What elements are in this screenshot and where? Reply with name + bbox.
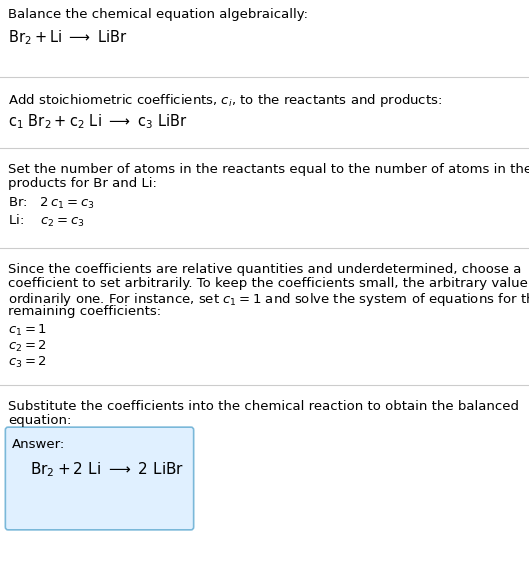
Text: Set the number of atoms in the reactants equal to the number of atoms in the: Set the number of atoms in the reactants… (8, 163, 529, 176)
Text: $\mathrm{c_1\ Br_2 + c_2\ Li \ {\longrightarrow} \ c_3\ LiBr}$: $\mathrm{c_1\ Br_2 + c_2\ Li \ {\longrig… (8, 112, 188, 131)
Text: Br:   $2\,c_1 = c_3$: Br: $2\,c_1 = c_3$ (8, 196, 95, 211)
Text: remaining coefficients:: remaining coefficients: (8, 305, 161, 318)
FancyBboxPatch shape (5, 427, 194, 530)
Text: $c_2 = 2$: $c_2 = 2$ (8, 339, 47, 354)
Text: $\mathrm{Br_2 + Li \ {\longrightarrow} \ LiBr}$: $\mathrm{Br_2 + Li \ {\longrightarrow} \… (8, 28, 128, 46)
Text: Since the coefficients are relative quantities and underdetermined, choose a: Since the coefficients are relative quan… (8, 263, 522, 276)
Text: Balance the chemical equation algebraically:: Balance the chemical equation algebraica… (8, 8, 308, 21)
Text: $c_1 = 1$: $c_1 = 1$ (8, 323, 47, 338)
Text: $c_3 = 2$: $c_3 = 2$ (8, 355, 47, 370)
Text: Li:    $c_2 = c_3$: Li: $c_2 = c_3$ (8, 213, 85, 229)
Text: coefficient to set arbitrarily. To keep the coefficients small, the arbitrary va: coefficient to set arbitrarily. To keep … (8, 277, 529, 290)
Text: $\mathrm{Br_2 + 2\ Li \ {\longrightarrow} \ 2\ LiBr}$: $\mathrm{Br_2 + 2\ Li \ {\longrightarrow… (30, 460, 184, 479)
Text: Substitute the coefficients into the chemical reaction to obtain the balanced: Substitute the coefficients into the che… (8, 400, 519, 413)
Text: products for Br and Li:: products for Br and Li: (8, 177, 157, 190)
Text: ordinarily one. For instance, set $c_1 = 1$ and solve the system of equations fo: ordinarily one. For instance, set $c_1 =… (8, 291, 529, 308)
Text: Answer:: Answer: (12, 438, 65, 451)
Text: equation:: equation: (8, 414, 71, 427)
Text: Add stoichiometric coefficients, $c_i$, to the reactants and products:: Add stoichiometric coefficients, $c_i$, … (8, 92, 442, 109)
